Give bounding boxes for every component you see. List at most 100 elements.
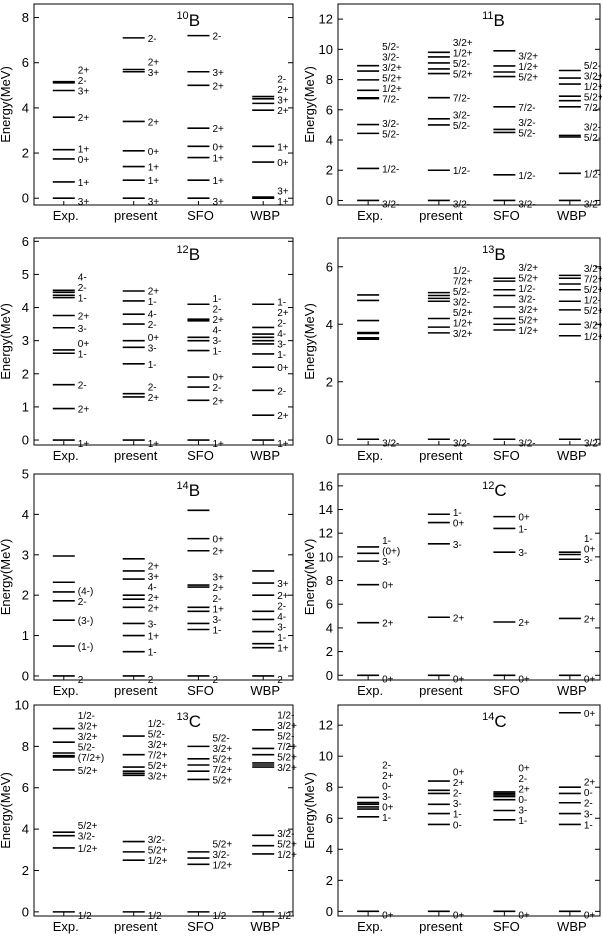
spin-parity-label: 2+ — [518, 618, 530, 629]
spin-parity-label: 3/2- — [518, 118, 535, 129]
spin-parity-label: 7/2+ — [277, 742, 297, 753]
y-tick-label: 10 — [319, 749, 333, 764]
spin-parity-label: 1/2- — [212, 911, 229, 922]
x-tick-label: present — [419, 919, 463, 934]
nucleus-title: 11B — [482, 10, 505, 30]
spin-parity-label: (0+) — [382, 547, 400, 558]
x-tick-label: Exp. — [53, 683, 79, 698]
spin-parity-label: 0+ — [518, 763, 530, 774]
spin-parity-label: 1+ — [277, 142, 289, 153]
spin-parity-label: 5/2+ — [212, 754, 232, 765]
spin-parity-label: 7/2- — [518, 103, 535, 114]
x-tick-label: WBP — [557, 208, 587, 223]
x-tick-label: present — [419, 208, 463, 223]
spin-parity-label: 1/2+ — [584, 82, 602, 93]
spin-parity-label: 2+ — [277, 85, 289, 96]
spin-parity-label: 1- — [518, 816, 527, 827]
spin-parity-label: 0+ — [382, 802, 394, 813]
x-tick-label: SFO — [187, 919, 214, 934]
spin-parity-label: 7/2+ — [148, 750, 168, 761]
x-tick-label: present — [419, 448, 463, 463]
spin-parity-label: 0+ — [212, 373, 224, 384]
spin-parity-label: 5/2- — [148, 729, 165, 740]
nucleus-title: 12B — [176, 244, 200, 264]
x-tick-label: SFO — [493, 208, 520, 223]
spin-parity-label: 5/2- — [453, 59, 470, 70]
spin-parity-label: 3/2+ — [212, 744, 232, 755]
spin-parity-label: 0- — [584, 788, 593, 799]
spin-parity-label: 3/2- — [382, 53, 399, 64]
spin-parity-label: 3/2+ — [78, 732, 98, 743]
spin-parity-label: 0+ — [277, 158, 289, 169]
y-tick-label: 0 — [326, 193, 333, 208]
spin-parity-label: 1- — [78, 349, 87, 360]
plot-frame — [337, 473, 601, 681]
spin-parity-label: 0+ — [584, 709, 596, 720]
plot-frame — [337, 3, 601, 206]
spin-parity-label: 3/2+ — [148, 740, 168, 751]
spin-parity-label: 1- — [148, 360, 157, 371]
spin-parity-label: 3+ — [212, 573, 224, 584]
spin-parity-label: 3+ — [148, 572, 160, 583]
spin-parity-label: 0+ — [518, 910, 530, 921]
spin-parity-label: 3- — [212, 336, 221, 347]
spin-parity-label: 3+ — [148, 68, 160, 79]
spin-parity-label: 1+ — [212, 154, 224, 165]
spin-parity-label: 2+ — [148, 57, 160, 68]
y-tick-label: 3 — [22, 333, 29, 348]
spin-parity-label: 0- — [453, 820, 462, 831]
spin-parity-label: 3- — [584, 810, 593, 821]
spin-parity-label: 2+ — [382, 771, 394, 782]
spin-parity-label: 1/2- — [78, 711, 95, 722]
spin-parity-label: 0+ — [148, 147, 160, 158]
spin-parity-label: 0+ — [382, 910, 394, 921]
spin-parity-label: 5/2+ — [584, 306, 602, 317]
spin-parity-label: 1- — [212, 626, 221, 637]
spin-parity-label: 0+ — [453, 519, 465, 530]
y-tick-label: 4 — [326, 133, 333, 148]
spin-parity-label: 4- — [148, 582, 157, 593]
spin-parity-label: 1- — [382, 813, 391, 824]
spin-parity-label: 5/2+ — [277, 753, 297, 764]
spin-parity-label: 3/2+ — [277, 721, 297, 732]
spin-parity-label: 1- — [212, 347, 221, 358]
spin-parity-label: 2- — [148, 382, 157, 393]
spin-parity-label: 2+ — [78, 65, 90, 76]
spin-parity-label: 3/2+ — [518, 52, 538, 63]
nucleus-title: 10B — [176, 10, 200, 30]
spin-parity-label: 2+ — [212, 547, 224, 558]
y-tick-label: 8 — [22, 739, 29, 754]
spin-parity-label: 1+ — [78, 439, 90, 450]
plot-frame — [33, 704, 294, 917]
spin-parity-label: 5/2+ — [584, 92, 602, 103]
x-tick-label: WBP — [250, 448, 280, 463]
spin-parity-label: 2+ — [78, 113, 90, 124]
y-tick-label: 3 — [22, 547, 29, 562]
spin-parity-label: 5/2- — [277, 732, 294, 743]
spin-parity-label: 1+ — [78, 178, 90, 189]
nucleus-title: 13B — [482, 244, 506, 264]
spin-parity-label: 1- — [148, 297, 157, 308]
spin-parity-label: 2+ — [78, 312, 90, 323]
y-tick-label: 2 — [22, 366, 29, 381]
spin-parity-label: 1- — [518, 524, 527, 535]
spin-parity-label: 1/2- — [78, 911, 95, 922]
spin-parity-label: 1/2- — [584, 295, 601, 306]
y-tick-label: 16 — [319, 478, 333, 493]
panel-12C: 0 2 4 6 8 10 12 14 16 Energy(MeV) Exp. present SFO WB… — [302, 473, 601, 698]
spin-parity-label: 1- — [277, 633, 286, 644]
y-tick-label: 2 — [326, 374, 333, 389]
plot-frame — [33, 3, 294, 206]
spin-parity-label: 1- — [212, 294, 221, 305]
spin-parity-label: 0+ — [584, 674, 596, 685]
spin-parity-label: 3/2+ — [518, 305, 538, 316]
spin-parity-label: 2- — [212, 383, 221, 394]
spin-parity-label: 1+ — [277, 644, 289, 655]
spin-parity-label: 0+ — [584, 545, 596, 556]
spin-parity-label: 2+ — [277, 308, 289, 319]
spin-parity-label: 2- — [148, 320, 157, 331]
spin-parity-label: 2+ — [78, 405, 90, 416]
spin-parity-label: 3/2+ — [382, 63, 402, 74]
x-tick-label: Exp. — [53, 208, 79, 223]
